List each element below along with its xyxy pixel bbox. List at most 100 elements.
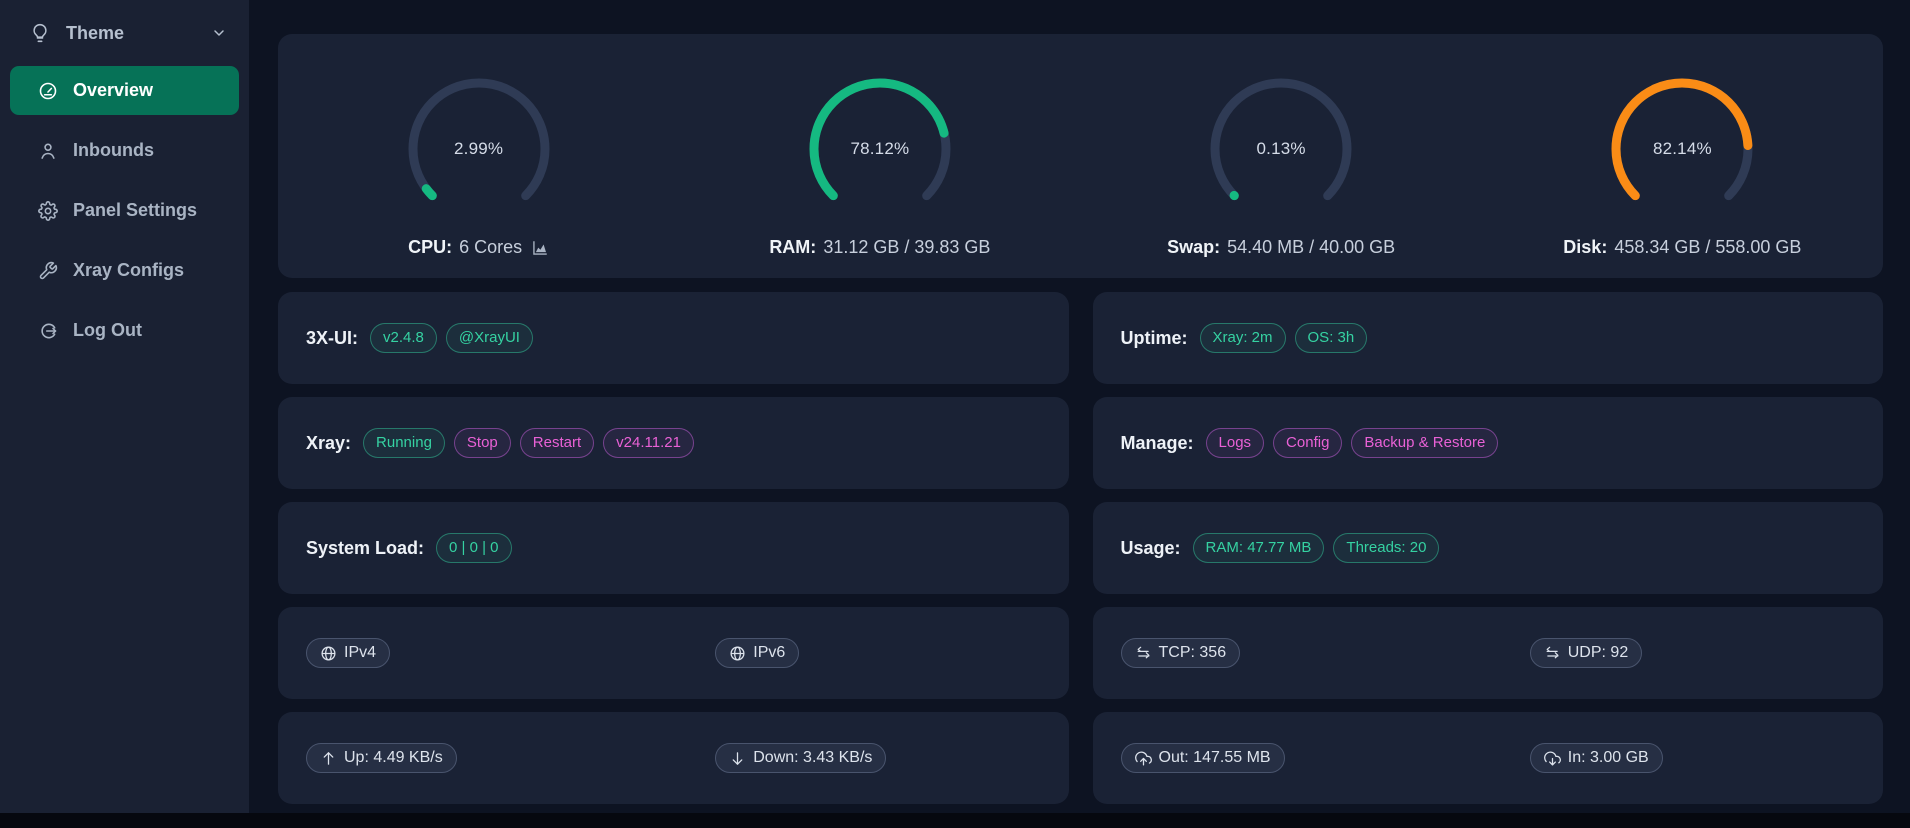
connections-card: TCP: 356 UDP: 92 [1092, 607, 1883, 699]
swap-arrows-icon [1137, 646, 1149, 658]
sidebar-item-label: Panel Settings [73, 200, 198, 220]
usage-ram-badge: RAM: 47.77 MB [1192, 532, 1325, 564]
ram-label-title: RAM: [769, 237, 817, 257]
gear-icon [38, 200, 58, 221]
uptime-os-badge: OS: 3h [1294, 322, 1368, 354]
chevron-down-icon [214, 30, 224, 36]
swap-label-title: Swap: [1167, 237, 1221, 257]
main-content: 2.99% CPU: 6 Cores 78.12% RAM: [249, 0, 1910, 828]
swap-arrows-icon [1546, 646, 1559, 658]
xray-restart-button[interactable]: Restart [519, 427, 595, 459]
sidebar-item-label: Xray Configs [73, 260, 185, 280]
usage-threads-badge: Threads: 20 [1333, 532, 1440, 564]
xui-version-badge[interactable]: v2.4.8 [370, 322, 437, 354]
tcp-pill: TCP: 356 [1120, 638, 1241, 668]
disk-label: Disk: 458.34 GB / 558.00 GB [1563, 237, 1801, 258]
swap-gauge-arc [1210, 78, 1352, 201]
cpu-label-detail: 6 Cores [459, 237, 523, 257]
traffic-in-pill: In: 3.00 GB [1529, 743, 1663, 773]
sidebar-item-panel-settings[interactable]: Panel Settings [10, 186, 239, 235]
uptime-card: Uptime: Xray: 2m OS: 3h [1092, 292, 1883, 384]
speed-card: Up: 4.49 KB/s Down: 3.43 KB/s [278, 712, 1069, 804]
chart-icon[interactable] [531, 239, 549, 257]
sidebar: Theme Overview Inbounds Panel Settings X… [0, 0, 249, 828]
arrow-up-icon [323, 751, 334, 765]
backup-restore-button[interactable]: Backup & Restore [1351, 427, 1499, 459]
traffic-in-text: In: 3.00 GB [1567, 749, 1649, 766]
disk-percent: 82.14% [1652, 139, 1712, 158]
cpu-percent: 2.99% [454, 139, 504, 158]
ipv6-pill[interactable]: IPv6 [715, 638, 800, 668]
udp-pill: UDP: 92 [1529, 638, 1643, 668]
cpu-label: CPU: 6 Cores [408, 237, 549, 258]
disk-label-title: Disk: [1563, 237, 1608, 257]
swap-label: Swap: 54.40 MB / 40.00 GB [1167, 237, 1395, 258]
ipv6-text: IPv6 [753, 644, 786, 661]
download-speed-text: Down: 3.43 KB/s [753, 749, 873, 766]
wrench-icon [39, 261, 58, 279]
ram-label: RAM: 31.12 GB / 39.83 GB [769, 237, 990, 258]
xui-telegram-badge[interactable]: @XrayUI [445, 322, 533, 354]
usage-card: Usage: RAM: 47.77 MB Threads: 20 [1092, 502, 1883, 594]
system-gauges-card: 2.99% CPU: 6 Cores 78.12% RAM: [278, 34, 1883, 278]
theme-selector[interactable]: Theme [0, 0, 249, 66]
uptime-xray-badge: Xray: 2m [1199, 322, 1286, 354]
disk-label-detail: 458.34 GB / 558.00 GB [1614, 237, 1802, 257]
swap-gauge: 0.13% Swap: 54.40 MB / 40.00 GB [1081, 75, 1482, 258]
ipv4-text: IPv4 [344, 644, 377, 661]
xui-card: 3X-UI: v2.4.8 @XrayUI [278, 292, 1069, 384]
download-speed-pill: Down: 3.43 KB/s [715, 743, 887, 773]
traffic-card: Out: 147.55 MB In: 3.00 GB [1092, 712, 1883, 804]
arrow-down-icon [732, 751, 743, 765]
traffic-out-pill: Out: 147.55 MB [1120, 743, 1285, 773]
xray-version-badge[interactable]: v24.11.21 [603, 427, 694, 459]
logout-icon [41, 323, 57, 338]
cloud-upload-icon [1134, 750, 1152, 766]
sidebar-item-log-out[interactable]: Log Out [10, 306, 239, 355]
sidebar-item-overview[interactable]: Overview [10, 66, 239, 115]
bottom-strip [0, 813, 1910, 828]
disk-gauge: 82.14% Disk: 458.34 GB / 558.00 GB [1482, 75, 1883, 258]
swap-label-detail: 54.40 MB / 40.00 GB [1227, 237, 1396, 257]
user-icon [41, 143, 55, 159]
manage-label: Manage: [1120, 432, 1194, 453]
upload-speed-pill: Up: 4.49 KB/s [306, 743, 457, 773]
manage-card: Manage: Logs Config Backup & Restore [1092, 397, 1883, 489]
udp-text: UDP: 92 [1567, 644, 1629, 661]
sidebar-item-label: Inbounds [73, 140, 154, 160]
cloud-download-icon [1543, 750, 1561, 766]
ram-label-detail: 31.12 GB / 39.83 GB [823, 237, 991, 257]
uptime-label: Uptime: [1120, 327, 1188, 348]
logs-button[interactable]: Logs [1205, 427, 1265, 459]
theme-label: Theme [66, 22, 125, 43]
globe-icon [730, 645, 745, 661]
ram-percent: 78.12% [850, 139, 910, 158]
dashboard-icon [39, 82, 57, 99]
system-load-card: System Load: 0 | 0 | 0 [278, 502, 1069, 594]
ram-gauge-arc [809, 78, 951, 201]
sidebar-item-label: Overview [73, 80, 154, 100]
xui-label: 3X-UI: [306, 327, 359, 348]
ip-card: IPv4 IPv6 [278, 607, 1069, 699]
cpu-gauge: 2.99% CPU: 6 Cores [278, 75, 679, 258]
ram-gauge: 78.12% RAM: 31.12 GB / 39.83 GB [679, 75, 1080, 258]
system-load-badge: 0 | 0 | 0 [436, 532, 512, 564]
tcp-text: TCP: 356 [1158, 644, 1227, 661]
bulb-icon [33, 23, 47, 43]
config-button[interactable]: Config [1273, 427, 1343, 459]
cpu-gauge-arc [408, 78, 550, 201]
xray-card: Xray: Running Stop Restart v24.11.21 [278, 397, 1069, 489]
info-rows: 3X-UI: v2.4.8 @XrayUI Uptime: Xray: 2m O… [278, 292, 1883, 804]
sidebar-item-label: Log Out [73, 320, 142, 340]
system-load-label: System Load: [306, 537, 425, 558]
xray-label: Xray: [306, 432, 352, 453]
globe-icon [321, 645, 336, 661]
sidebar-item-inbounds[interactable]: Inbounds [10, 126, 239, 175]
xray-stop-button[interactable]: Stop [453, 427, 511, 459]
usage-label: Usage: [1120, 537, 1181, 558]
ipv4-pill[interactable]: IPv4 [306, 638, 391, 668]
disk-gauge-arc [1611, 78, 1753, 201]
sidebar-item-xray-configs[interactable]: Xray Configs [10, 246, 239, 295]
xray-status-badge: Running [363, 427, 445, 459]
cpu-label-title: CPU: [408, 237, 453, 257]
